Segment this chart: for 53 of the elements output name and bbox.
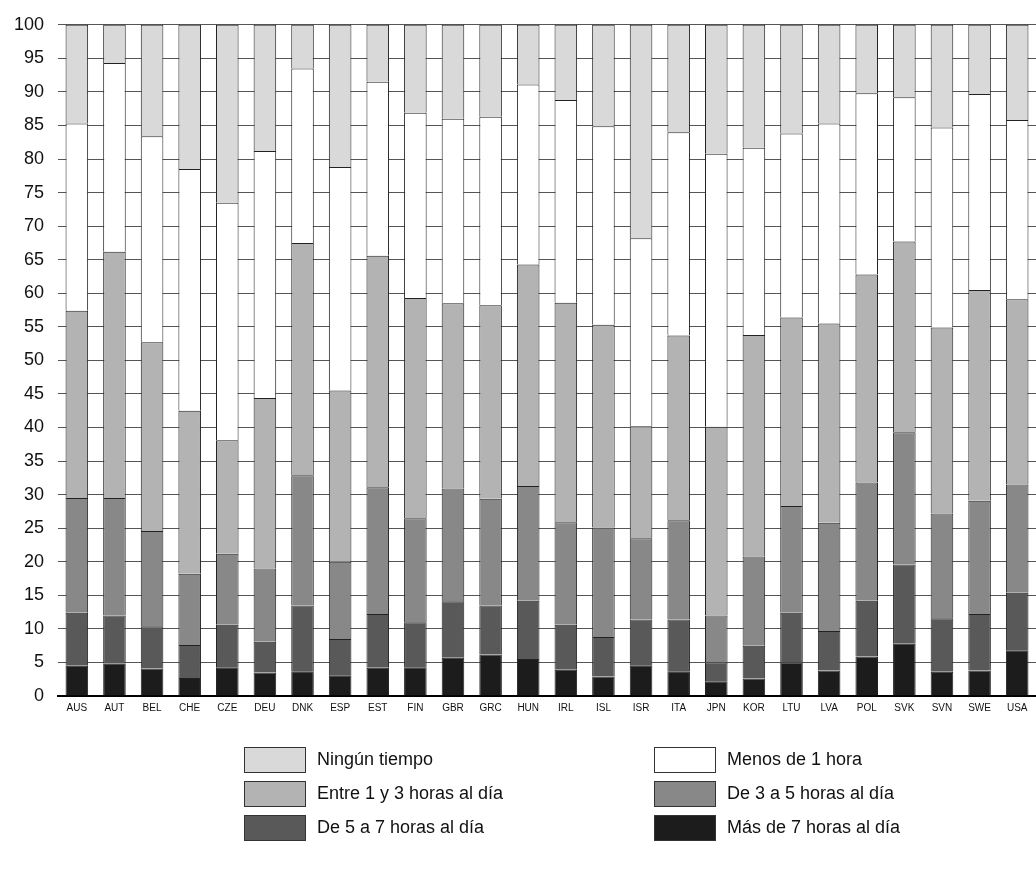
x-tick-label: EST [368,701,388,713]
x-tick-label: SVK [894,701,915,713]
y-tick-label: 25 [24,517,45,538]
legend-label: De 3 a 5 horas al día [727,782,896,803]
x-tick-label: ESP [330,701,351,713]
x-tick-label: LVA [820,701,839,713]
legend-label: Entre 1 y 3 horas al día [317,782,505,803]
y-tick-label: 65 [24,248,45,269]
y-tick-label: 75 [24,181,45,202]
y-tick-label: 60 [24,282,45,303]
y-tick-label: 55 [24,315,45,336]
x-tick-label: FIN [407,701,424,713]
x-tick-label: SVN [931,701,953,713]
x-tick-label: ITA [671,701,687,713]
y-tick-label: 50 [24,349,45,370]
x-tick-label: POL [856,701,878,713]
x-tick-label: BEL [142,701,162,713]
y-tick-label: 20 [24,550,45,571]
x-tick-label: JPN [706,701,726,713]
y-tick-label: 80 [24,148,45,169]
y-tick-label: 30 [24,483,45,504]
y-tick-label: 100 [13,13,45,34]
x-tick-label: USA [1006,701,1028,713]
y-tick-label: 95 [24,47,45,68]
x-tick-label: KOR [743,701,765,713]
y-tick-label: 70 [24,215,45,236]
legend-label: Menos de 1 hora [727,748,864,769]
x-tick-label: GBR [442,701,464,713]
x-tick-label: DNK [291,701,314,713]
legend-label: Más de 7 horas al día [727,816,902,837]
legend-label: De 5 a 7 horas al día [317,816,486,837]
y-tick-label: 35 [24,450,45,471]
x-tick-label: ISR [632,701,650,713]
x-tick-label: AUS [66,701,88,713]
y-tick-label: 10 [24,617,45,638]
x-tick-label: AUT [104,701,125,713]
x-tick-label: CZE [217,701,238,713]
y-tick-label: 5 [34,651,45,672]
x-tick-label: GRC [479,701,502,713]
x-tick-label: ISL [595,701,612,713]
x-tick-label: IRL [558,701,575,713]
x-tick-label: HUN [517,701,540,713]
x-tick-label: LTU [782,701,801,713]
y-tick-label: 0 [34,684,45,705]
x-tick-label: SWE [968,701,992,713]
y-tick-label: 15 [24,584,45,605]
y-tick-label: 40 [24,416,45,437]
y-tick-label: 45 [24,382,45,403]
y-tick-label: 85 [24,114,45,135]
x-tick-label: CHE [179,701,201,713]
legend-label: Ningún tiempo [317,748,434,769]
y-tick-label: 90 [24,80,45,101]
x-tick-label: DEU [254,701,276,713]
